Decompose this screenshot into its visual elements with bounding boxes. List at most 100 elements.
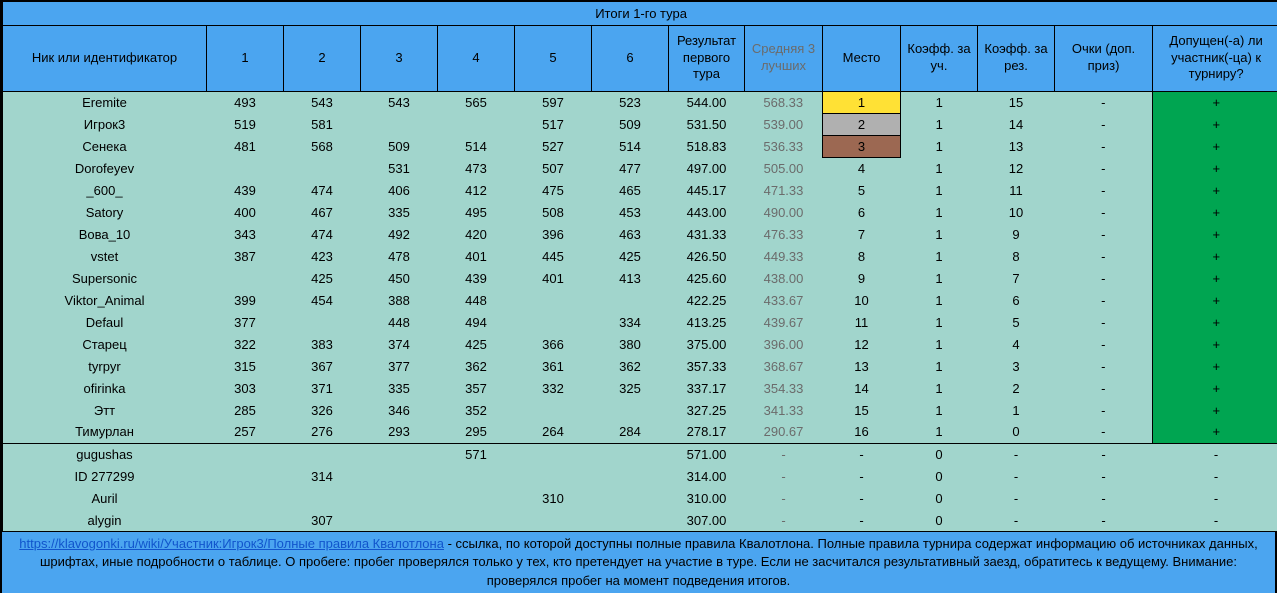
result-coef: - <box>977 443 1055 465</box>
place: 4 <box>822 157 901 179</box>
race-1-score <box>206 509 284 531</box>
place: 6 <box>822 201 901 223</box>
race-2-score: 276 <box>283 421 361 444</box>
race-6-score <box>591 487 669 509</box>
bonus-points: - <box>1054 245 1153 267</box>
player-name: Dorofeyev <box>2 157 207 179</box>
player-row: ID 277299 314 314.00- -0- - - <box>2 465 1277 487</box>
race-5-score: 332 <box>514 377 592 399</box>
round-result: 278.17 <box>668 421 745 444</box>
race-4-score <box>437 509 515 531</box>
place: 13 <box>822 355 901 377</box>
race-4-score <box>437 465 515 487</box>
race-2-score: 425 <box>283 267 361 289</box>
race-4-score <box>437 113 515 135</box>
participation-coef: 0 <box>900 487 978 509</box>
result-coef: - <box>977 509 1055 531</box>
race-3-score <box>360 443 438 465</box>
participation-coef: 1 <box>900 179 978 201</box>
participation-coef: 1 <box>900 289 978 311</box>
results-table-body: Eremite 493 543 543 565 597 523 544.00 568.33 1 1 1… <box>2 90 1277 531</box>
bonus-points: - <box>1054 267 1153 289</box>
race-4-score: 571 <box>437 443 515 465</box>
race-2-score: 474 <box>283 223 361 245</box>
result-coef: - <box>977 487 1055 509</box>
best3-average: 354.33 <box>744 377 823 399</box>
place: 5 <box>822 179 901 201</box>
best3-average: - <box>744 487 823 509</box>
player-name: Supersonic <box>2 267 207 289</box>
race-1-score: 303 <box>206 377 284 399</box>
player-name: Игрок3 <box>2 113 207 135</box>
race-3-score: 543 <box>360 91 438 113</box>
race-2-score: 467 <box>283 201 361 223</box>
column-header-3: 3 <box>360 24 438 92</box>
player-name: Viktor_Animal <box>2 289 207 311</box>
column-header-11: Коэфф. за рез. <box>977 24 1055 92</box>
result-coef: 12 <box>977 157 1055 179</box>
result-coef: 14 <box>977 113 1055 135</box>
round-result: 314.00 <box>668 465 745 487</box>
race-6-score: 509 <box>591 113 669 135</box>
race-1-score: 481 <box>206 135 284 157</box>
player-name: Вова_10 <box>2 223 207 245</box>
race-3-score: 388 <box>360 289 438 311</box>
place: - <box>822 465 901 487</box>
race-2-score: 371 <box>283 377 361 399</box>
place: 10 <box>822 289 901 311</box>
race-1-score: 387 <box>206 245 284 267</box>
player-row: Dorofeyev 531 473 507 477 497.00 505.00 4 1 12- + <box>2 157 1277 179</box>
participation-coef: 1 <box>900 113 978 135</box>
bonus-points: - <box>1054 179 1153 201</box>
place: 12 <box>822 333 901 355</box>
race-3-score: 478 <box>360 245 438 267</box>
admitted-status: + <box>1151 135 1277 157</box>
participation-coef: 1 <box>900 223 978 245</box>
race-2-score: 568 <box>283 135 361 157</box>
round-result: 307.00 <box>668 509 745 531</box>
race-5-score <box>514 465 592 487</box>
bonus-points: - <box>1054 399 1153 421</box>
result-coef: 0 <box>977 421 1055 444</box>
round-result: 443.00 <box>668 201 745 223</box>
best3-average: 536.33 <box>744 135 823 157</box>
round-result: 544.00 <box>668 91 745 113</box>
race-1-score: 343 <box>206 223 284 245</box>
race-1-score: 322 <box>206 333 284 355</box>
race-6-score: 453 <box>591 201 669 223</box>
race-2-score: 314 <box>283 465 361 487</box>
footer-paragraph: https://klavogonki.ru/wiki/Участник:Игро… <box>14 535 1263 590</box>
race-5-score <box>514 509 592 531</box>
results-table: Итоги 1-го тура Ник или идентификатор 1 2 3… <box>2 2 1277 531</box>
admitted-status: + <box>1151 179 1277 201</box>
race-3-score: 335 <box>360 201 438 223</box>
best3-average: - <box>744 465 823 487</box>
player-row: Тимурлан 257 276 293 295 264 284 278.17 290.67 16… <box>2 421 1277 444</box>
race-1-score <box>206 487 284 509</box>
participation-coef: 1 <box>900 135 978 157</box>
column-header-10: Коэфф. за уч. <box>900 24 978 92</box>
bonus-points: - <box>1054 135 1153 157</box>
place: 15 <box>822 399 901 421</box>
admitted-status: - <box>1152 465 1277 487</box>
place: - <box>822 487 901 509</box>
participation-coef: 1 <box>900 91 978 113</box>
race-6-score <box>591 443 669 465</box>
player-name: alygin <box>2 509 207 531</box>
player-row: Supersonic 425 450 439 401 413 425.60 438.00 9 1 7… <box>2 267 1277 289</box>
best3-average: 490.00 <box>744 201 823 223</box>
rules-link[interactable]: https://klavogonki.ru/wiki/Участник:Игро… <box>19 536 444 551</box>
column-header-12: Очки (доп. приз) <box>1054 24 1153 92</box>
participation-coef: 1 <box>900 157 978 179</box>
race-3-score <box>360 509 438 531</box>
admitted-status: + <box>1151 91 1277 113</box>
race-2-score <box>283 487 361 509</box>
round-result: 497.00 <box>668 157 745 179</box>
table-title: Итоги 1-го тура <box>2 2 1277 26</box>
participation-coef: 1 <box>900 245 978 267</box>
place: 8 <box>822 245 901 267</box>
player-name: Defaul <box>2 311 207 333</box>
column-header-2: 2 <box>283 24 361 92</box>
race-1-score: 400 <box>206 201 284 223</box>
result-coef: 4 <box>977 333 1055 355</box>
